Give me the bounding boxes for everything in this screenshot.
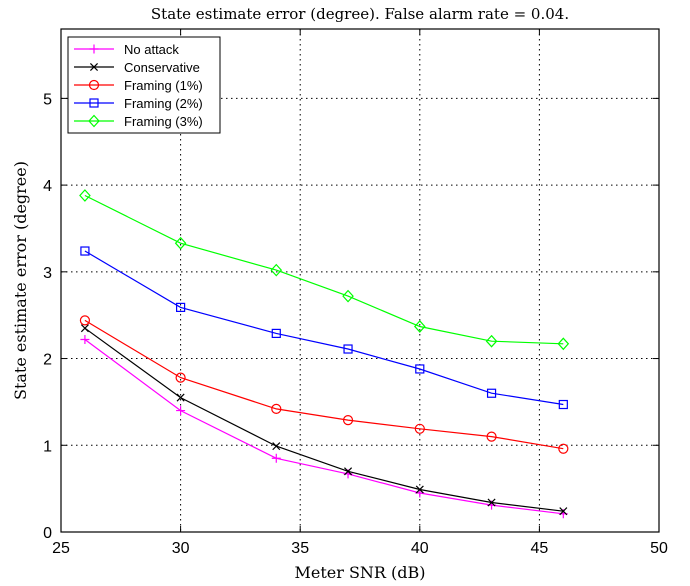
x-tick-label: 30 [172,540,190,557]
data-point-framing-2 [343,344,353,354]
data-point-framing-2 [176,302,186,312]
data-point-conservative [559,507,568,516]
x-tick-label: 40 [411,540,429,557]
data-point-framing-3 [79,189,91,202]
y-tick-label: 1 [43,438,52,455]
data-point-framing-3 [270,263,283,277]
data-point-no-attack [80,334,90,344]
data-point-framing-3 [413,320,426,333]
grid [61,29,659,532]
data-point-framing-2 [80,246,90,256]
x-tick-label: 50 [650,540,668,557]
y-axis-label: State estimate error (degree) [11,161,30,400]
legend-marker-framing-3 [88,114,100,128]
x-tick-label: 25 [52,540,70,557]
data-point-no-attack [176,406,186,416]
series-framing-1 [79,315,569,454]
data-point-framing-3 [342,289,354,303]
series-line-conservative [84,327,564,512]
series-line-no-attack [84,339,564,515]
data-point-framing-1 [486,431,497,442]
data-point-framing-1 [175,372,186,383]
data-point-framing-1 [342,415,354,426]
y-tick-label: 0 [43,525,52,542]
data-point-conservative [344,467,353,476]
series-framing-2 [80,246,568,410]
x-tick-label: 45 [531,540,549,557]
data-point-framing-3 [174,236,187,250]
data-point-framing-1 [414,423,425,434]
data-point-framing-2 [415,364,425,374]
x-axis-ticks: 25 30 35 40 45 50 [52,29,668,557]
data-point-conservative [176,393,185,402]
y-tick-label: 3 [43,265,52,282]
series-conservative [80,324,568,516]
data-point-framing-3 [485,334,498,348]
data-point-conservative [272,442,281,451]
series-line-framing-2 [84,250,564,406]
legend-label-framing-2: Framing (2%) [124,96,203,111]
data-point-conservative [80,324,89,333]
legend-marker-framing-1 [88,79,100,91]
y-axis-ticks: 0 1 2 3 4 5 [43,91,659,542]
legend-marker-no-attack [89,44,99,54]
data-point-framing-2 [486,388,497,398]
legend-label-framing-3: Framing (3%) [124,114,203,129]
legend-marker-conservative [89,62,99,72]
legend-label-conservative: Conservative [124,60,200,75]
legend-marker-framing-2 [89,98,99,108]
x-tick-label: 35 [291,540,309,557]
data-point-framing-3 [557,337,570,351]
series-line-framing-1 [84,319,564,450]
series-framing-3 [79,189,570,351]
data-point-conservative [415,485,424,494]
x-axis-label: Meter SNR (dB) [294,563,425,582]
data-point-framing-1 [79,315,91,326]
data-point-framing-2 [271,328,281,339]
legend: No attack Conservative Framing (1%) Framing… [67,36,221,134]
data-point-conservative [487,498,496,507]
series-layer [79,189,570,519]
series-no-attack [80,334,568,519]
data-point-framing-1 [558,443,569,454]
legend-label-framing-1: Framing (1%) [124,78,203,93]
legend-label-no-attack: No attack [124,42,179,57]
data-point-framing-1 [271,403,282,414]
data-point-no-attack [271,453,281,463]
series-line-framing-3 [84,194,564,345]
y-tick-label: 5 [43,91,52,108]
y-tick-label: 2 [43,352,52,369]
chart-title: State estimate error (degree). False ala… [151,5,569,23]
data-point-framing-2 [558,399,568,410]
plot-area-frame [60,28,660,533]
y-tick-label: 4 [43,178,52,195]
